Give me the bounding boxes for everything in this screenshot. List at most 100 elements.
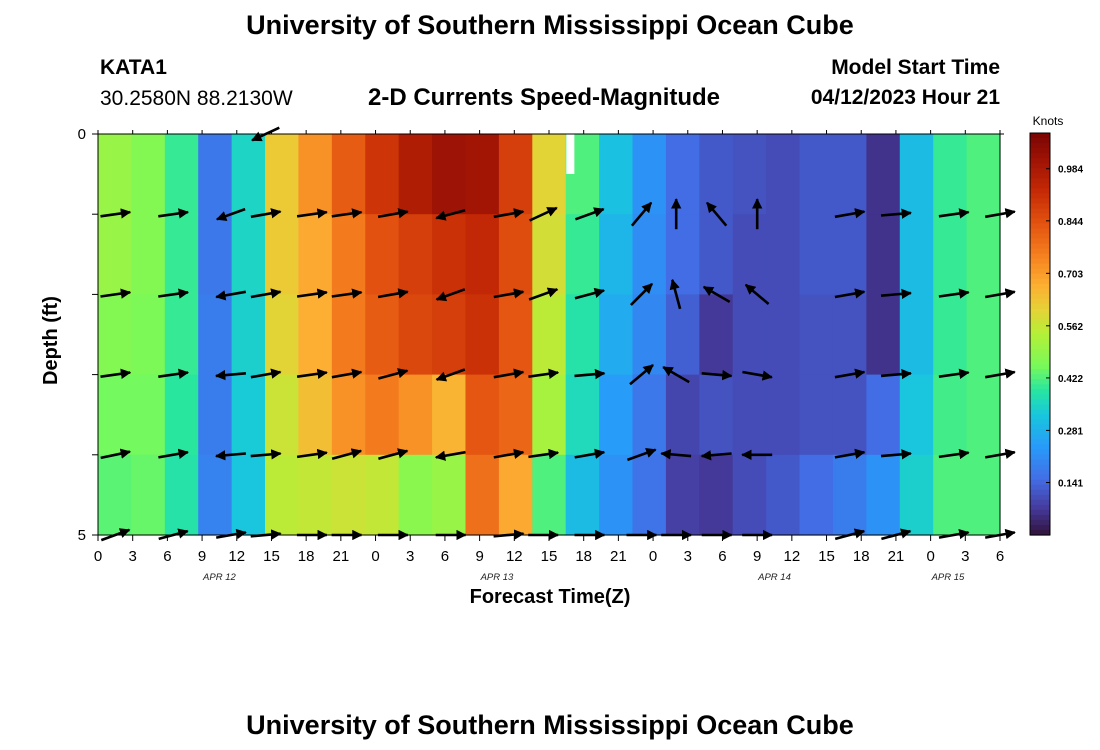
heatmap-cell xyxy=(198,134,233,215)
x-axis-label-text: Forecast Time(Z) xyxy=(469,586,631,608)
colorbar-segment xyxy=(1030,293,1050,300)
colorbar-segment xyxy=(1030,349,1050,355)
heatmap-cell xyxy=(899,134,934,215)
x-tick-label: 3 xyxy=(961,548,969,565)
colorbar-segment xyxy=(1030,464,1050,471)
heatmap-cell xyxy=(899,374,934,456)
plot-title: 2-D Currents Speed-Magnitude xyxy=(368,84,721,111)
current-vector-arrow xyxy=(296,288,328,299)
colorbar-segment xyxy=(1030,459,1050,466)
colorbar-segment xyxy=(1030,263,1050,270)
heatmap-cell xyxy=(766,454,801,536)
current-vector-arrow xyxy=(574,287,606,300)
colorbar-segment xyxy=(1030,489,1050,496)
heatmap-cell xyxy=(565,214,600,295)
colorbar-segment xyxy=(1030,323,1050,330)
heatmap-cell xyxy=(98,294,133,376)
colorbar-segment xyxy=(1030,424,1050,431)
heatmap-cell xyxy=(498,454,533,536)
colorbar-segment xyxy=(1030,328,1050,335)
heatmap-cell xyxy=(131,374,166,456)
current-vector-arrow xyxy=(331,208,363,219)
current-vector-arrow xyxy=(100,208,132,219)
heatmap-cell xyxy=(98,134,133,215)
header-title: University of Southern Mississippi Ocean… xyxy=(246,10,854,40)
colorbar-segment xyxy=(1030,278,1050,285)
heatmap-cell xyxy=(832,294,867,376)
heatmap-cell xyxy=(832,134,867,215)
colorbar-segment xyxy=(1030,188,1050,194)
x-tick-label: 0 xyxy=(926,548,934,565)
heatmap-cell xyxy=(699,134,734,215)
heatmap-cell xyxy=(432,134,467,215)
heatmap-cell xyxy=(398,134,433,215)
heatmap-cell xyxy=(131,454,166,536)
heatmap-cell xyxy=(799,294,834,376)
x-tick-label: 6 xyxy=(163,548,171,565)
current-vector-arrow xyxy=(662,365,690,384)
heatmap-cell xyxy=(599,454,634,536)
x-tick-label: 9 xyxy=(475,548,483,565)
colorbar-tick-label: 0.844 xyxy=(1058,217,1083,228)
heatmap-cell xyxy=(933,214,968,295)
x-tick-label: 0 xyxy=(94,548,102,565)
current-vector-arrow xyxy=(296,368,328,379)
heatmap-cell xyxy=(933,294,968,376)
colorbar-segment xyxy=(1030,469,1050,476)
colorbar-segment xyxy=(1030,173,1050,179)
colorbar-segment xyxy=(1030,233,1050,240)
colorbar-segment xyxy=(1030,148,1050,154)
colorbar-segment xyxy=(1030,359,1050,365)
colorbar-segment xyxy=(1030,394,1050,400)
colorbar-segment xyxy=(1030,434,1050,441)
heatmap-cell xyxy=(365,214,400,295)
colorbar-segment xyxy=(1030,208,1050,215)
current-vector-arrow xyxy=(834,208,866,219)
heatmap-cell xyxy=(265,454,300,536)
heatmap-cell xyxy=(465,134,500,215)
colorbar-segment xyxy=(1030,439,1050,446)
current-vector-arrow xyxy=(626,447,657,462)
current-vector-arrow xyxy=(938,288,970,299)
current-vector-arrow xyxy=(493,448,525,459)
colorbar-tick-label: 0.562 xyxy=(1058,322,1083,333)
colorbar-segment xyxy=(1030,474,1050,481)
heatmap-cell xyxy=(131,294,166,376)
heatmap-cell xyxy=(799,374,834,456)
heatmap-cell xyxy=(398,294,433,376)
station-id: KATA1 xyxy=(100,56,167,79)
heatmap-cell xyxy=(164,214,199,295)
colorbar-segment xyxy=(1030,298,1050,305)
x-tick-label: 15 xyxy=(541,548,558,565)
heatmap-cell xyxy=(532,374,567,456)
colorbar-segment xyxy=(1030,514,1050,521)
heatmap-cell xyxy=(732,454,767,536)
current-vector-arrow xyxy=(250,288,282,299)
colorbar-segment xyxy=(1030,419,1050,426)
current-vector-arrow xyxy=(158,448,189,459)
colorbar-segment xyxy=(1030,409,1050,416)
heatmap-cell xyxy=(498,214,533,295)
current-vector-arrow xyxy=(377,288,409,299)
heatmap-cell xyxy=(966,214,1001,295)
colorbar-segment xyxy=(1030,318,1050,325)
current-vector-arrow xyxy=(744,283,770,305)
colorbar-tick-label: 0.984 xyxy=(1058,165,1083,176)
heatmap-cell xyxy=(565,454,600,536)
current-vector-arrow xyxy=(100,288,132,299)
x-tick-label: 0 xyxy=(371,548,379,565)
current-vector-arrow xyxy=(834,448,866,459)
current-vector-arrow xyxy=(880,449,912,460)
date-label: APR 12 xyxy=(202,572,236,583)
current-vector-arrow xyxy=(629,282,654,306)
colorbar-segment xyxy=(1030,198,1050,204)
current-vector-arrow xyxy=(493,288,525,299)
heatmap-cell xyxy=(799,214,834,295)
colorbar-segment xyxy=(1030,243,1050,250)
heatmap-cell xyxy=(665,214,700,295)
colorbar-segment xyxy=(1030,529,1050,536)
heatmap-cell xyxy=(231,134,266,215)
heatmap-cell xyxy=(465,294,500,376)
x-tick-label: 9 xyxy=(753,548,761,565)
heatmap-cell xyxy=(365,374,400,456)
